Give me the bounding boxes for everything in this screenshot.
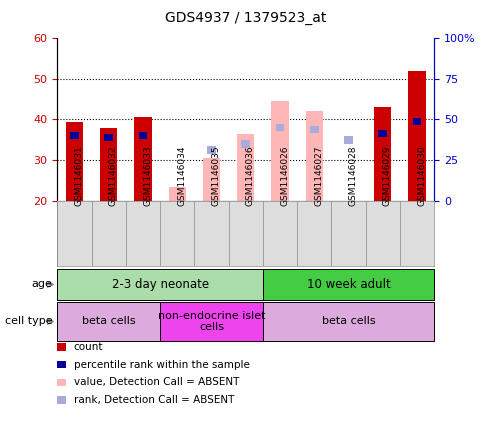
Text: GSM1146034: GSM1146034 bbox=[177, 146, 186, 206]
Bar bbox=[104, 134, 113, 141]
Text: age: age bbox=[31, 280, 52, 289]
Bar bbox=[57, 302, 160, 341]
Bar bbox=[237, 134, 254, 201]
Bar bbox=[203, 158, 220, 201]
Bar bbox=[242, 140, 250, 148]
Bar bbox=[306, 111, 323, 201]
Text: GSM1146033: GSM1146033 bbox=[143, 146, 152, 206]
Text: GDS4937 / 1379523_at: GDS4937 / 1379523_at bbox=[165, 11, 326, 25]
Bar bbox=[263, 269, 434, 300]
Text: GSM1146030: GSM1146030 bbox=[417, 146, 426, 206]
Text: GSM1146036: GSM1146036 bbox=[246, 146, 255, 206]
Bar bbox=[374, 107, 391, 201]
Text: GSM1146031: GSM1146031 bbox=[74, 146, 83, 206]
Text: beta cells: beta cells bbox=[82, 316, 136, 327]
Bar bbox=[413, 118, 421, 125]
Text: beta cells: beta cells bbox=[322, 316, 375, 327]
Text: GSM1146029: GSM1146029 bbox=[383, 146, 392, 206]
Bar bbox=[139, 132, 147, 140]
Text: rank, Detection Call = ABSENT: rank, Detection Call = ABSENT bbox=[74, 395, 234, 405]
Bar bbox=[134, 118, 152, 201]
Bar bbox=[271, 101, 288, 201]
Bar bbox=[100, 128, 117, 201]
Text: count: count bbox=[74, 342, 103, 352]
Bar bbox=[66, 121, 83, 201]
Bar bbox=[378, 130, 387, 137]
Text: percentile rank within the sample: percentile rank within the sample bbox=[74, 360, 250, 370]
Text: GSM1146026: GSM1146026 bbox=[280, 146, 289, 206]
Bar bbox=[70, 132, 79, 140]
Bar bbox=[409, 71, 426, 201]
Text: 2-3 day neonate: 2-3 day neonate bbox=[112, 278, 209, 291]
Bar bbox=[57, 269, 263, 300]
Text: GSM1146032: GSM1146032 bbox=[109, 146, 118, 206]
Text: value, Detection Call = ABSENT: value, Detection Call = ABSENT bbox=[74, 377, 239, 387]
Bar bbox=[169, 187, 186, 201]
Bar bbox=[160, 302, 263, 341]
Text: cell type: cell type bbox=[5, 316, 52, 327]
Text: 10 week adult: 10 week adult bbox=[306, 278, 390, 291]
Bar bbox=[263, 302, 434, 341]
Bar bbox=[276, 124, 284, 131]
Bar bbox=[310, 126, 318, 133]
Text: GSM1146035: GSM1146035 bbox=[212, 146, 221, 206]
Text: non-endocrine islet
cells: non-endocrine islet cells bbox=[158, 310, 265, 332]
Text: GSM1146028: GSM1146028 bbox=[348, 146, 357, 206]
Text: GSM1146027: GSM1146027 bbox=[314, 146, 323, 206]
Bar bbox=[344, 136, 353, 143]
Bar bbox=[207, 146, 216, 154]
